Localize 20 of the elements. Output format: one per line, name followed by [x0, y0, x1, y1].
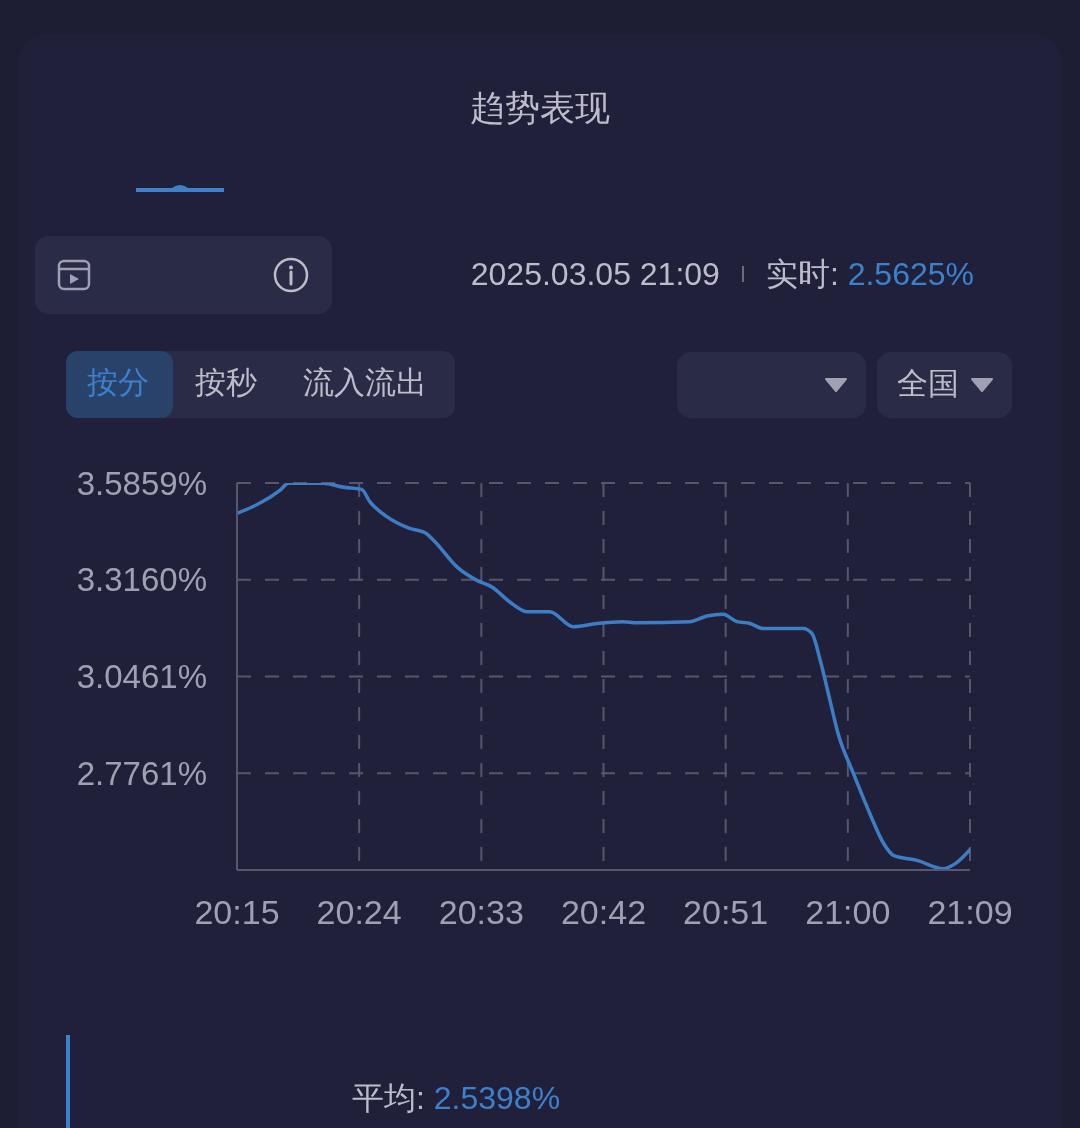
- text: 实时: 2.5625%: [765, 256, 974, 292]
- x-tick-label: 20:24: [316, 893, 402, 932]
- y-tick-label: 2.7761%: [76, 754, 207, 792]
- text: 流入流出: [303, 364, 427, 402]
- y-tick-label: 3.3160%: [76, 561, 207, 599]
- line-series: [237, 483, 970, 870]
- x-tick-label: 20:33: [438, 893, 524, 932]
- text: 平均: 2.5398%: [352, 1080, 561, 1116]
- x-tick-label: 20:51: [683, 893, 769, 932]
- x-tick-label: 20:42: [560, 893, 647, 932]
- y-tick-label: 3.5859%: [76, 464, 207, 502]
- text: 按分: [87, 364, 149, 402]
- text: 按秒: [195, 364, 257, 402]
- x-tick-label: 21:00: [805, 893, 891, 932]
- chart-title: 趋势表现: [470, 88, 610, 127]
- y-tick-label: 3.0461%: [76, 658, 207, 696]
- text: 全国: [897, 365, 959, 403]
- x-tick-label: 20:15: [194, 893, 280, 932]
- text: 2025.03.05 21:09: [470, 255, 720, 294]
- x-tick-label: 21:09: [927, 893, 1013, 932]
